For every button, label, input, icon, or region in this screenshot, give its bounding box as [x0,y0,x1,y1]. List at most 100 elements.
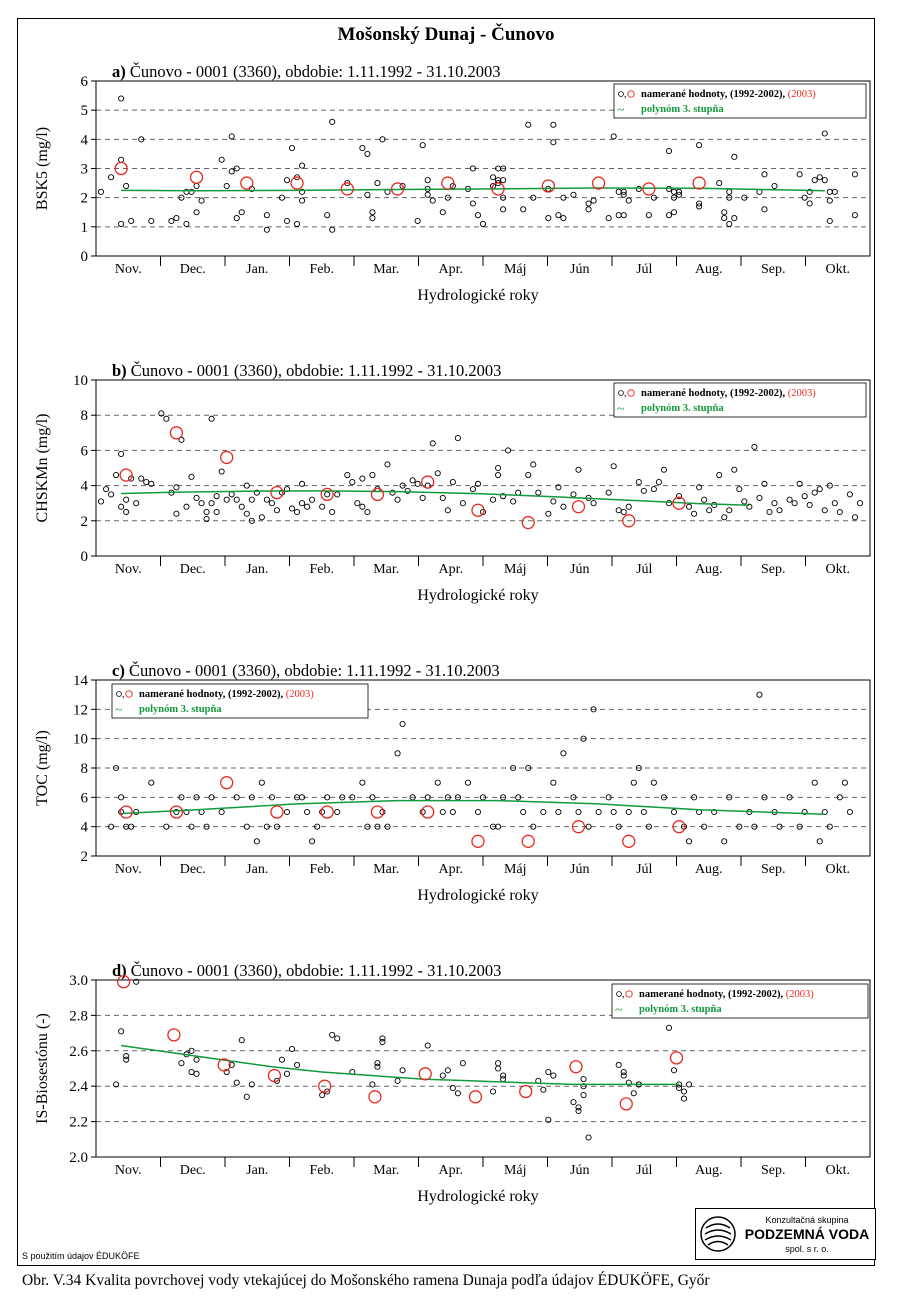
source-note: S použitím údajov ÉDUKÖFE [22,1251,140,1261]
measured-point [118,220,125,227]
measured-point [243,823,250,830]
measured-point [741,194,748,201]
measured-point [399,1067,406,1074]
measured-point [580,1076,587,1083]
measured-point [399,482,406,489]
measured-point [198,500,205,507]
measured-point [555,484,562,491]
measured-point [580,735,587,742]
measured-point [726,220,733,227]
y-tick-label: 4 [81,479,89,495]
polynomial-line [121,799,825,815]
measured-point [123,508,130,516]
measured-point [570,1099,577,1106]
measured-point [801,808,808,816]
measured-point [364,823,371,830]
y-tick-label: 3 [81,162,89,178]
measured-point [474,808,482,816]
measured-point [449,808,456,816]
measured-2003-point [114,161,128,176]
measured-point [701,823,708,830]
measured-point [188,188,195,195]
measured-point [806,200,813,207]
x-tick-label: Máj [504,1163,527,1178]
measured-point [429,197,436,204]
measured-point [711,808,718,816]
measured-point [183,808,190,816]
measured-point [550,498,557,505]
measured-point [299,162,306,169]
measured-point [228,133,235,140]
page-title: Mošonský Dunaj - Čunovo [337,24,555,45]
measured-point [831,188,838,195]
measured-point [474,212,482,219]
measured-2003-point [491,182,505,196]
measured-point [108,174,115,181]
measured-point [268,794,275,801]
measured-point [118,450,125,457]
x-tick-label: Jún [570,262,589,277]
measured-point [545,215,552,222]
x-tick-label: Feb. [310,562,335,577]
measured-point [801,493,808,500]
measured-point [273,1077,280,1084]
measured-point [173,510,180,517]
measured-point [113,764,120,772]
x-tick-label: Júl [636,262,652,277]
measured-2003-point [270,805,284,819]
x-tick-label: Nov. [115,1163,142,1178]
measured-point [324,212,331,219]
measured-point [696,484,703,491]
measured-point [500,493,507,500]
y-tick-label: 12 [73,702,88,718]
measured-point [771,182,778,190]
measured-2003-point [270,485,284,500]
measured-point [545,510,552,517]
measured-2003-point [541,179,555,193]
measured-point [399,182,406,190]
measured-2003-point [471,834,485,848]
x-tick-label: Dec. [180,562,206,577]
measured-point [299,188,306,195]
measured-point [444,194,451,201]
measured-point [258,514,265,521]
measured-2003-point [672,820,686,834]
measured-point [846,808,853,816]
measured-2003-point [672,496,686,510]
x-tick-label: Máj [504,562,527,577]
measured-point [394,750,401,757]
measured-point [570,191,577,198]
measured-point [233,496,240,503]
measured-point [801,194,808,201]
measured-point [223,1068,230,1076]
measured-point [163,823,170,830]
measured-point [856,500,863,507]
measured-point [364,191,371,198]
measured-2003-point [370,487,385,502]
x-tick-label: Aug. [695,262,723,277]
measured-point [359,503,366,510]
measured-point [515,794,522,801]
measured-point [409,477,416,484]
panel-title: c) Čunovo - 0001 (3360), obdobie: 1.11.1… [112,661,500,680]
measured-point [118,156,125,163]
measured-point [530,461,537,468]
y-axis-label: CHSKMn (mg/l) [34,414,51,523]
measured-2003-point [217,1058,231,1072]
measured-point [786,794,793,801]
x-tick-label: Sep. [761,262,786,277]
measured-point [419,808,426,816]
measured-2003-point [642,182,656,196]
measured-point [520,808,527,816]
measured-point [309,496,316,503]
measured-point [540,808,547,816]
measured-point [359,779,366,786]
y-tick-label: 2.8 [69,1008,88,1024]
chart-panel-3: 2 4 6 8 10 12 14 Nov. Dec. Jan. Feb. Mar. Apr. Máj Jún… [34,661,871,904]
x-tick-label: Jan. [246,562,268,577]
measured-point [258,779,265,786]
measured-point [726,194,733,201]
measured-2003-point [571,500,586,514]
measured-point [851,514,858,521]
measured-point [469,200,476,207]
